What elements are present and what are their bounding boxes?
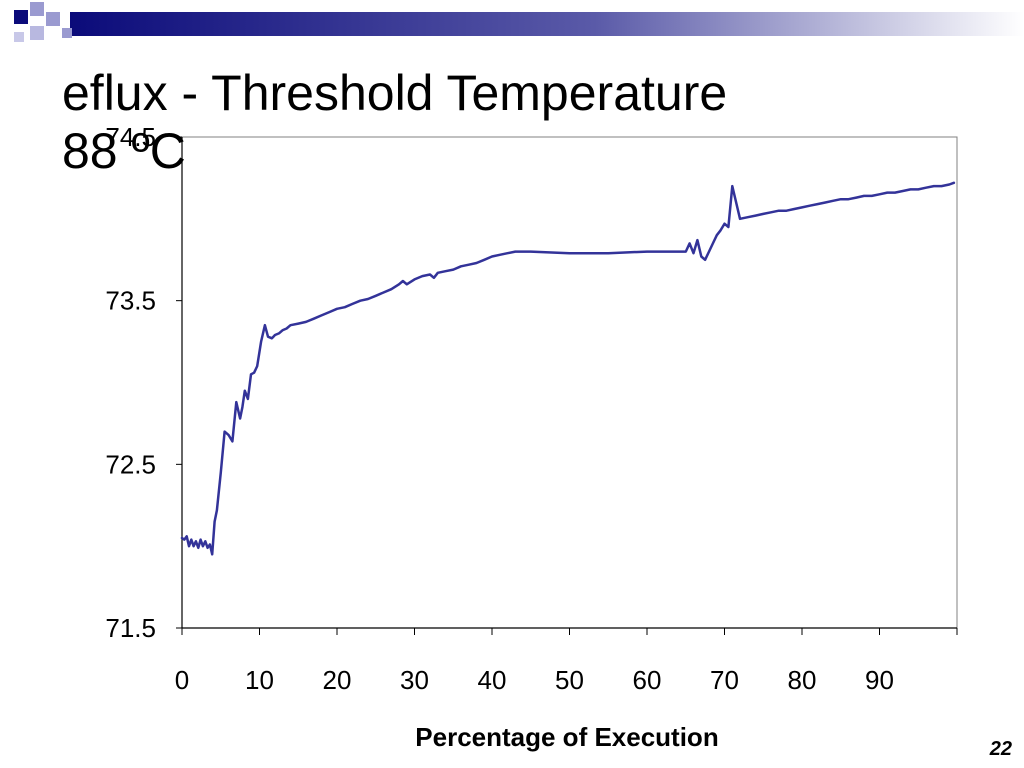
x-tick-label: 10 — [245, 665, 274, 695]
x-tick-label: 60 — [633, 665, 662, 695]
header-square-light — [14, 32, 24, 42]
y-tick-label: 71.5 — [105, 613, 156, 643]
x-tick-label: 0 — [175, 665, 189, 695]
x-tick-label: 90 — [865, 665, 894, 695]
x-axis-title: Percentage of Execution — [415, 722, 718, 752]
x-tick-label: 40 — [478, 665, 507, 695]
y-tick-label: 72.5 — [105, 449, 156, 479]
header-square-light — [30, 2, 44, 16]
series-line — [180, 181, 956, 556]
y-tick-label: 73.5 — [105, 286, 156, 316]
slide-number: 22 — [989, 738, 1012, 760]
slide-title-line-1: eflux - Threshold Temperature — [62, 65, 728, 121]
slide-title-line-2: 88 ºC — [62, 123, 186, 179]
header-gradient-bar — [70, 12, 1024, 36]
header-band — [14, 2, 1024, 42]
x-tick-label: 30 — [400, 665, 429, 695]
header-square-light — [30, 26, 44, 40]
header-square-light — [46, 12, 60, 26]
x-tick-label: 20 — [323, 665, 352, 695]
x-tick-label: 80 — [788, 665, 817, 695]
plot-area-frame — [181, 136, 958, 629]
header-square-light — [62, 28, 72, 38]
header-square-dark — [14, 10, 28, 24]
x-tick-label: 70 — [710, 665, 739, 695]
slide-title: eflux - Threshold Temperature 88 ºC — [62, 64, 962, 180]
y-tick-label: 74.5 — [105, 122, 156, 152]
x-tick-label: 50 — [555, 665, 584, 695]
